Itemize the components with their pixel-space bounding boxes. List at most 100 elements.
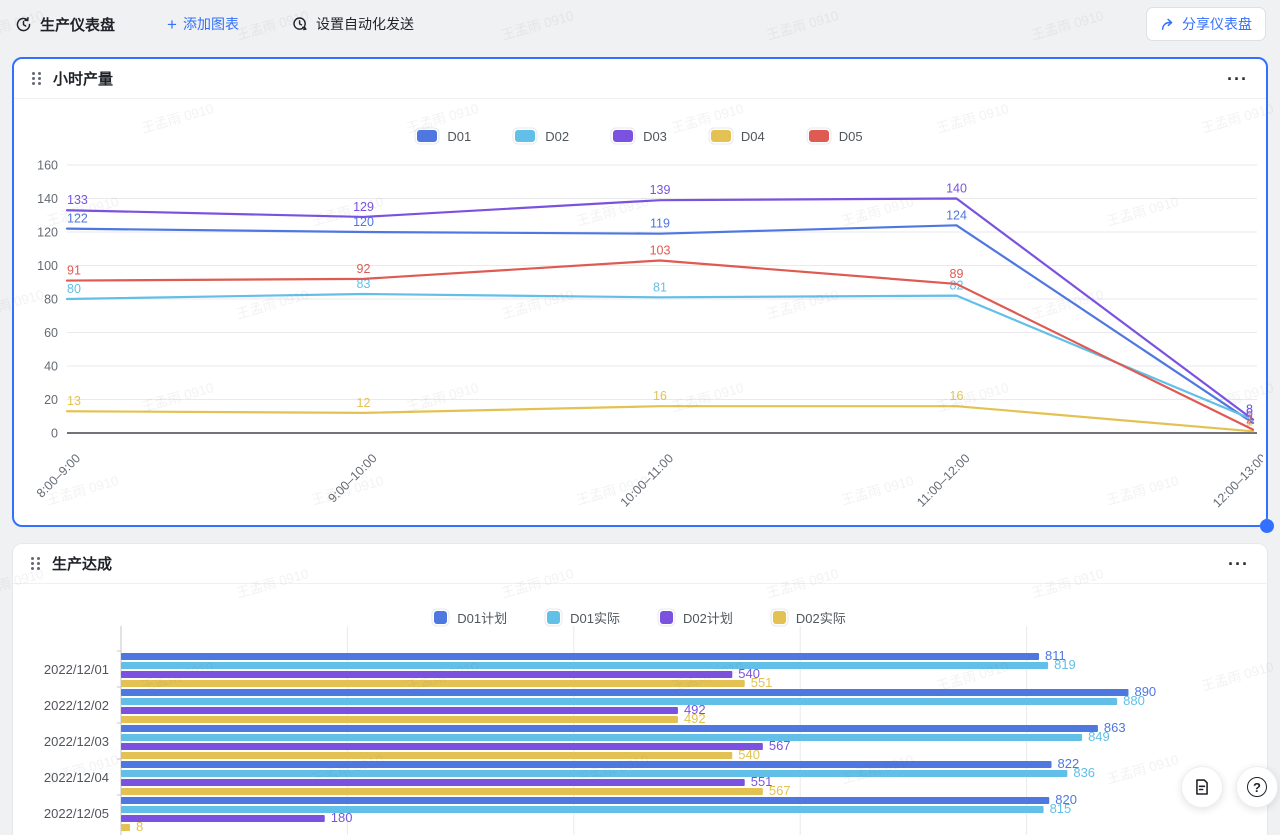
legend-swatch [710,130,731,142]
data-label-D05: 89 [950,267,964,281]
data-label-D05: 91 [67,264,81,278]
bar-value-label: 836 [1073,765,1095,780]
line-chart-hourly-output[interactable]: 0 20 40 60 80 100 120 140 160 8:00–9:00 9:00–10:00… [14,145,1269,525]
bar-value-label: 863 [1104,720,1126,735]
legend-item-D02实际[interactable]: D02实际 [772,608,846,627]
auto-send-button[interactable]: 设置自动化发送 [291,14,414,34]
bar-D01计划-2022/12/01[interactable] [121,653,1040,660]
data-label-D04: 1 [1246,414,1253,428]
more-menu-icon[interactable]: ··· [1227,68,1248,89]
bar-value-label: 567 [769,738,791,753]
drag-handle-icon[interactable] [31,557,40,570]
data-label-D02: 8 [1246,403,1253,417]
line-series-D05[interactable] [65,259,1255,431]
bar-D02实际-2022/12/01[interactable] [121,680,745,687]
line-series-D04[interactable] [65,405,1255,433]
legend-item-D01计划[interactable]: D01计划 [434,608,507,627]
data-label-D03: 133 [67,193,88,207]
bar-D01实际-2022/12/03[interactable] [121,734,1083,741]
y-tick-label: 40 [44,360,58,374]
category-label: 2022/12/03 [44,734,109,749]
drag-handle-icon[interactable] [32,72,41,85]
bar-value-label: 551 [751,675,773,690]
card-header: 生产达成 ··· [13,544,1267,584]
more-menu-icon[interactable]: ··· [1228,553,1249,574]
legend-swatch [417,130,438,142]
bar-chart-production-achievement[interactable]: 2022/12/018118195405512022/12/0289088049… [13,626,1262,835]
y-tick-label: 0 [51,427,58,441]
y-tick-label: 160 [37,159,58,173]
line-series-D02[interactable] [65,292,1255,421]
bar-D02实际-2022/12/02[interactable] [121,716,678,723]
legend-item-D04[interactable]: D04 [710,129,765,144]
dashboard-content: 小时产量 ··· D01 D02 D03 D04 D05 0 20 40 60 80 100 120… [0,57,1280,835]
data-label-D05: 92 [357,262,371,276]
bar-value-label: 811 [1045,648,1066,663]
chart-card-production-achievement[interactable]: 生产达成 ··· D01计划 D01实际 D02计划 D02实际 2022/12/01… [12,543,1268,835]
data-label-D01: 120 [353,215,374,229]
history-icon[interactable] [14,15,32,33]
legend-label: D01实际 [570,610,620,626]
chart-title-hourly-output: 小时产量 [53,71,114,88]
legend-label: D05 [838,128,863,144]
legend-swatch [808,130,829,142]
data-label-D02: 82 [950,279,964,293]
data-label-D03: 129 [353,200,374,214]
data-label-D01: 6 [1246,406,1253,420]
bar-value-label: 8 [136,819,143,834]
bar-D02计划-2022/12/03[interactable] [121,743,763,750]
line-series-D01[interactable] [65,224,1255,425]
chart-title-production-achievement: 生产达成 [52,556,113,573]
data-label-D01: 122 [67,212,88,226]
bar-value-label: 820 [1055,792,1077,807]
bar-D02计划-2022/12/01[interactable] [121,671,733,678]
legend-item-D02计划[interactable]: D02计划 [660,608,733,627]
question-mark-icon: ? [1247,777,1267,797]
legend-item-D03[interactable]: D03 [613,129,667,144]
bar-D02计划-2022/12/05[interactable] [121,815,325,822]
chart-card-hourly-output[interactable]: 小时产量 ··· D01 D02 D03 D04 D05 0 20 40 60 80 100 120… [12,57,1274,533]
bar-D01计划-2022/12/02[interactable] [121,689,1129,696]
data-label-D01: 124 [946,208,967,222]
category-label: 2022/12/05 [44,806,109,821]
data-label-D02: 81 [653,280,667,294]
resize-handle[interactable] [1260,519,1274,533]
add-chart-button[interactable]: + 添加图表 [167,14,239,34]
legend-item-D01[interactable]: D01 [417,129,471,144]
bar-D02计划-2022/12/04[interactable] [121,779,745,786]
bar-D02计划-2022/12/02[interactable] [121,707,678,714]
bar-value-label: 822 [1058,756,1080,771]
line-series-D03[interactable] [65,197,1255,421]
share-dashboard-button[interactable]: 分享仪表盘 [1146,7,1266,41]
x-tick-label: 9:00–10:00 [325,451,379,505]
share-icon [1160,17,1175,32]
y-tick-label: 80 [44,293,58,307]
bar-D01计划-2022/12/04[interactable] [121,761,1052,768]
add-chart-label: 添加图表 [182,16,239,32]
topbar: 生产仪表盘 + 添加图表 设置自动化发送 分享仪表盘 [0,0,1280,48]
bar-D01实际-2022/12/04[interactable] [121,770,1068,777]
data-label-D04: 13 [67,394,81,408]
legend-item-D02[interactable]: D02 [515,129,569,144]
bar-D01实际-2022/12/01[interactable] [121,662,1049,669]
help-button[interactable]: ? [1236,766,1278,808]
data-label-D03: 139 [650,183,671,197]
bar-D01计划-2022/12/03[interactable] [121,725,1098,732]
bar-D01计划-2022/12/05[interactable] [121,797,1050,804]
category-label: 2022/12/01 [44,662,109,677]
bar-D01实际-2022/12/05[interactable] [121,806,1044,813]
bar-D01实际-2022/12/02[interactable] [121,698,1118,705]
data-label-D04: 16 [950,389,964,403]
category-label: 2022/12/02 [44,698,109,713]
bar-value-label: 819 [1054,657,1076,672]
legend-label: D01 [447,128,472,144]
legend-item-D01实际[interactable]: D01实际 [547,608,620,627]
bar-D02实际-2022/12/03[interactable] [121,752,733,759]
legend-swatch [547,610,561,624]
legend-item-D05[interactable]: D05 [808,128,863,144]
feedback-document-button[interactable] [1181,766,1223,808]
bar-D02实际-2022/12/05[interactable] [121,824,131,831]
bar-D02实际-2022/12/04[interactable] [121,788,763,795]
legend-swatch [515,130,536,142]
y-tick-label: 140 [37,192,58,206]
